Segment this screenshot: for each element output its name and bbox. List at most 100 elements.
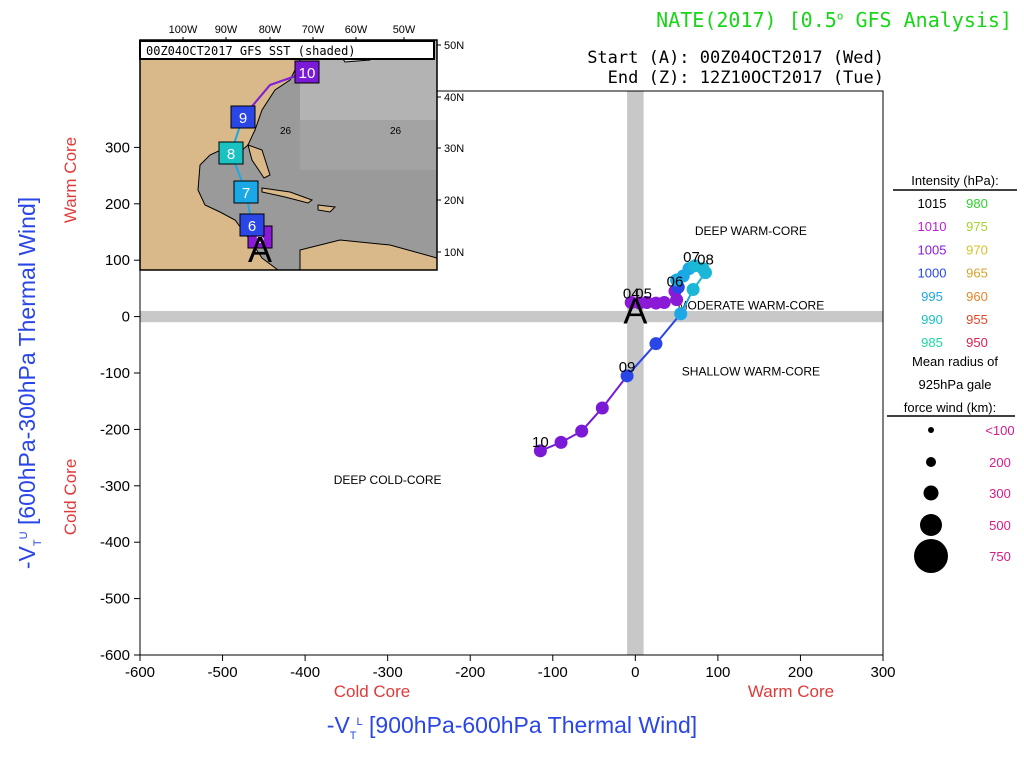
inset-title: 00Z04OCT2017 GFS SST (shaded)	[146, 44, 356, 58]
end-time: End (Z): 12Z10OCT2017 (Tue)	[607, 68, 884, 88]
day-label: 07	[683, 249, 700, 266]
inset-map: 26 26 56 7 8 9 10 A 00Z04OCT2017 GFS SST (shaded…	[139, 24, 464, 271]
x-tick-label: -400	[290, 664, 320, 681]
y-tick-label: 0	[122, 309, 130, 326]
legend-intensity-right: 965	[966, 266, 988, 281]
x-tick-label: -300	[373, 664, 403, 681]
legend-intensity-right: 980	[966, 196, 988, 211]
inset-land-hispaniola	[317, 204, 337, 213]
y-warm-core-group: Warm Core	[61, 137, 80, 223]
day-label: 08	[697, 252, 714, 269]
inset-lon-label: 70W	[302, 24, 325, 36]
legend-intensity-right: 960	[966, 289, 988, 304]
y-cold-core-group: Cold Core	[61, 459, 80, 536]
x-tick-label: -600	[125, 664, 155, 681]
inset-track-box	[218, 141, 244, 165]
inset-track-day: 7	[242, 185, 250, 202]
track-point	[595, 401, 609, 415]
start-marker: A	[623, 291, 647, 332]
legend-intensity-left: 985	[921, 335, 943, 350]
inset-ocean-shade	[300, 120, 437, 170]
legend-intensity-left: 1015	[918, 196, 947, 211]
y-tick-label: -500	[100, 591, 130, 608]
legend-intensity-right: 970	[966, 242, 988, 257]
legend-radius-circle	[926, 457, 936, 467]
inset-title-box	[139, 40, 435, 60]
inset-lon-label: 80W	[259, 24, 282, 36]
track-point	[657, 296, 671, 309]
y-axis-label: -VTU [600hPa-300hPa Thermal Wind]	[14, 197, 44, 569]
inset-sst-label: 26	[280, 126, 292, 137]
day-label: 10	[532, 434, 549, 451]
x-warm-core-note: Warm Core	[748, 682, 834, 701]
legend-intensity-left: 995	[921, 289, 943, 304]
inset-lat-label: 30N	[444, 143, 464, 155]
inset-track-box	[294, 60, 320, 84]
legend-radius-label: 300	[989, 486, 1011, 501]
y-warm-core-note: Warm Core	[61, 137, 80, 223]
region-deep-cold-core: DEEP COLD-CORE	[334, 473, 442, 487]
x-tick-label: 0	[631, 664, 639, 681]
legend-intensity-left: 990	[921, 312, 943, 327]
legend-intensity-left: 1010	[918, 219, 947, 234]
track-point	[649, 337, 663, 351]
legend-intensity-right: 950	[966, 335, 988, 350]
legend-radius-title-1: Mean radius of	[912, 354, 998, 369]
legend-radius-label: 200	[989, 455, 1011, 470]
x-tick-label: -100	[538, 664, 568, 681]
track-point	[686, 283, 700, 297]
y-tick-label: -600	[100, 647, 130, 664]
start-time: Start (A): 00Z04OCT2017 (Wed)	[587, 48, 884, 68]
day-label: 06	[667, 274, 684, 291]
x-tick-label: 200	[788, 664, 813, 681]
track-point	[674, 307, 688, 321]
track-point	[575, 424, 589, 438]
x-tick-label: -200	[455, 664, 485, 681]
inset-track-day: 8	[227, 146, 235, 163]
region-moderate-warm-core: MODERATE WARM-CORE	[678, 298, 825, 312]
inset-lon-label: 100W	[169, 24, 198, 36]
x-cold-core-note: Cold Core	[334, 682, 411, 701]
day-label: 05	[635, 286, 652, 303]
y-tick-label: 300	[105, 139, 130, 156]
y-tick-label: -300	[100, 478, 130, 495]
inset-lon-label: 60W	[345, 24, 368, 36]
legend-radius-title-2: 925hPa gale	[918, 377, 991, 392]
inset-lat-label: 50N	[444, 40, 464, 52]
inset-lat-label: 20N	[444, 195, 464, 207]
day-label: 09	[619, 359, 636, 376]
inset-track-box	[239, 213, 265, 237]
zero-band-horizontal	[140, 310, 883, 323]
inset-track-day: 6	[248, 218, 256, 235]
x-tick-label: 300	[870, 664, 895, 681]
track-point	[533, 444, 547, 458]
legend-intensity-right: 975	[966, 219, 988, 234]
inset-track-day: 9	[239, 110, 247, 127]
inset-track-day: 5	[256, 230, 264, 247]
legend-intensity-left: 1000	[918, 266, 947, 281]
x-axis-label: -VTL [900hPa-600hPa Thermal Wind]	[327, 712, 697, 742]
inset-land-cuba	[261, 187, 314, 204]
legend-intensity-left: 1005	[918, 242, 947, 257]
y-tick-label: 200	[105, 196, 130, 213]
y-cold-core-note: Cold Core	[61, 459, 80, 536]
inset-track-day: 10	[299, 65, 316, 82]
legend-intensity-title: Intensity (hPa):	[911, 173, 998, 188]
inset-lon-label: 50W	[393, 24, 416, 36]
region-shallow-warm-core: SHALLOW WARM-CORE	[682, 364, 820, 378]
inset-lat-label: 40N	[444, 92, 464, 104]
legend-intensity-right: 955	[966, 312, 988, 327]
track-point	[554, 435, 568, 449]
legend-radius-circle	[920, 514, 942, 536]
legend-radius-label: 750	[989, 549, 1011, 564]
track-segment	[626, 343, 657, 377]
zero-band-vertical	[627, 91, 644, 655]
region-deep-warm-core: DEEP WARM-CORE	[695, 224, 807, 238]
chart-title: NATE(2017) [0.5o GFS Analysis]	[656, 8, 1012, 32]
inset-sst-label: 26	[390, 126, 402, 137]
inset-lon-label: 90W	[215, 24, 238, 36]
y-tick-label: 100	[105, 252, 130, 269]
inset-track-box	[230, 105, 256, 129]
track-point	[620, 369, 634, 383]
